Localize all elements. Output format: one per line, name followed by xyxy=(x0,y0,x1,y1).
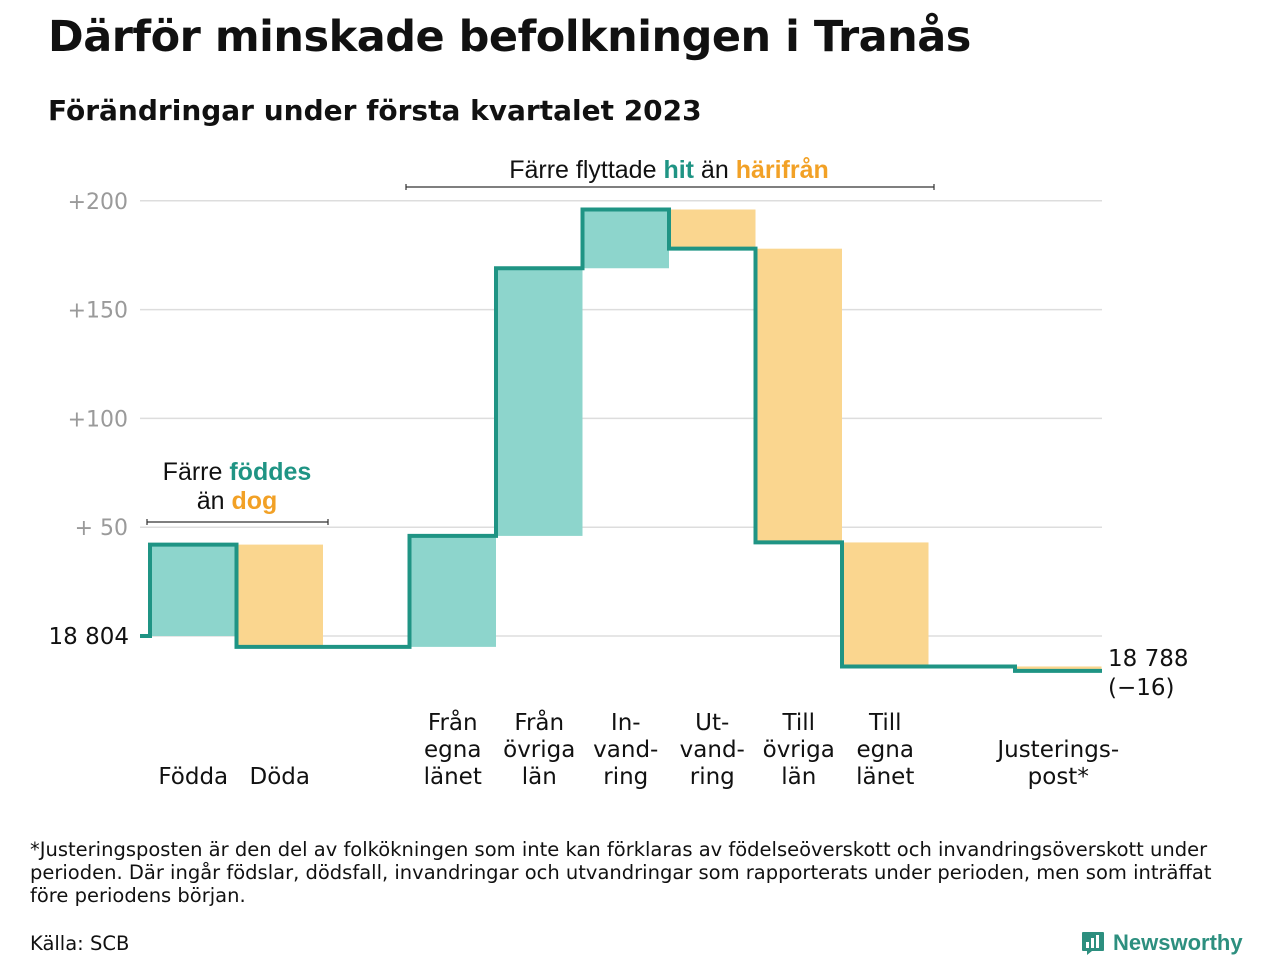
migration-annotation-up: hit xyxy=(663,156,694,184)
migration-annotation-down: härifrån xyxy=(736,156,829,184)
birth-annotation-up: föddes xyxy=(229,458,311,486)
brand-name: Newsworthy xyxy=(1113,930,1243,955)
birth-bracket xyxy=(146,519,329,525)
waterfall-bar xyxy=(755,248,842,543)
category-label-line: länet xyxy=(424,764,482,790)
category-label-line: län xyxy=(522,764,557,790)
category-label: Döda xyxy=(250,764,310,790)
category-label-line: Från xyxy=(514,708,564,736)
waterfall-bar xyxy=(1015,666,1102,671)
category-label: Till egna länet xyxy=(856,710,914,790)
category-label-line: övriga xyxy=(503,737,575,763)
category-label-line: Från xyxy=(428,708,478,736)
chart-subtitle: Förändringar under första kvartalet 2023 xyxy=(48,94,702,127)
category-label-line: Döda xyxy=(250,764,310,790)
footnote: *Justeringsposten är den del av folkökni… xyxy=(30,838,1212,907)
end-value-label: 18 788 xyxy=(1108,646,1188,672)
category-label-line: post* xyxy=(1028,764,1089,790)
category-label-line: Ut- xyxy=(695,710,729,736)
y-tick-label: +150 xyxy=(68,299,128,324)
y-tick-label: + 50 xyxy=(75,516,128,541)
birth-annotation-line2: än dog xyxy=(197,487,278,515)
brand-logo: Newsworthy xyxy=(1080,928,1243,958)
birth-annotation-line2-prefix: än xyxy=(197,487,232,515)
category-label-line: In- xyxy=(611,710,641,736)
waterfall-bar xyxy=(582,209,669,269)
migration-annotation-mid: än xyxy=(694,156,736,184)
y-tick-label: +100 xyxy=(68,407,128,432)
waterfall-bar xyxy=(496,268,583,536)
category-label-line: Till xyxy=(781,710,815,736)
category-label-line: egna xyxy=(424,737,481,763)
migration-annotation-prefix: Färre flyttade xyxy=(509,156,663,184)
chart-title: Därför minskade befolkningen i Tranås xyxy=(48,12,971,62)
category-label: Ut-vand-ring xyxy=(680,710,745,790)
waterfall-bar xyxy=(150,544,237,636)
category-label-line: ring xyxy=(690,764,735,790)
birth-annotation-down: dog xyxy=(231,487,277,515)
category-label: In-vand-ring xyxy=(593,710,658,790)
step-line xyxy=(140,207,1102,673)
birth-annotation-line1: Färre föddes xyxy=(163,458,312,486)
waterfall-bar xyxy=(842,542,929,667)
waterfall-bar xyxy=(236,544,323,647)
waterfall-bar xyxy=(409,535,496,647)
category-label-line: egna xyxy=(857,737,914,763)
migration-bracket xyxy=(405,184,935,190)
category-label-line: ring xyxy=(603,764,648,790)
category-label: Födda xyxy=(158,764,228,790)
category-label-line: vand- xyxy=(593,737,658,763)
newsworthy-logo-icon xyxy=(1082,932,1104,955)
migration-annotation: Färre flyttade hit än härifrån xyxy=(509,156,829,184)
source-label: Källa: SCB xyxy=(30,932,130,955)
category-label-line: övriga xyxy=(763,737,835,763)
category-label-line: Födda xyxy=(158,764,228,790)
category-label-line: län xyxy=(781,764,816,790)
category-label: Justerings-post* xyxy=(995,737,1119,790)
birth-annotation-prefix: Färre xyxy=(163,458,230,486)
category-label: Från egna länet xyxy=(424,708,482,790)
category-label-line: Justerings- xyxy=(995,737,1119,763)
start-value-label: 18 804 xyxy=(49,624,129,650)
y-tick-label: +200 xyxy=(68,190,128,215)
change-label: (−16) xyxy=(1108,675,1174,701)
category-label-line: vand- xyxy=(680,737,745,763)
category-label-line: länet xyxy=(856,764,914,790)
category-label: Från övriga län xyxy=(503,708,575,790)
category-label: Till övriga län xyxy=(763,710,835,790)
category-label-line: Till xyxy=(868,710,902,736)
waterfall-bar xyxy=(669,209,756,249)
